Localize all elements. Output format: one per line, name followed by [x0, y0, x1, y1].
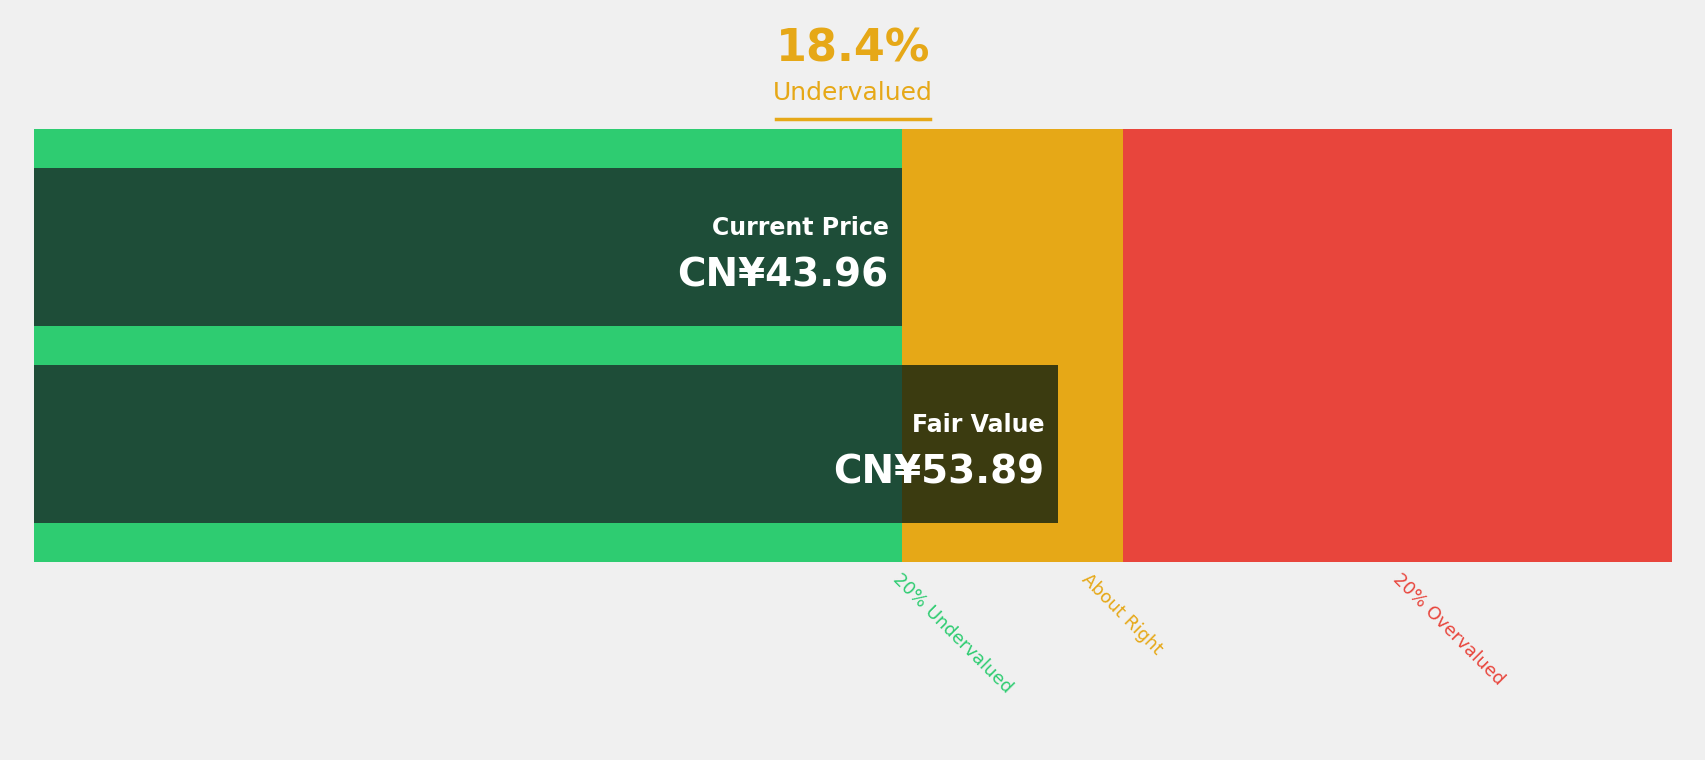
- Bar: [34, 129, 902, 168]
- Text: 20% Overvalued: 20% Overvalued: [1388, 570, 1507, 689]
- Text: Current Price: Current Price: [711, 217, 888, 240]
- Bar: [1122, 129, 1671, 562]
- Text: CN¥53.89: CN¥53.89: [832, 454, 1043, 492]
- Bar: [34, 129, 902, 562]
- Bar: [34, 168, 902, 326]
- Bar: [34, 524, 902, 562]
- Text: Undervalued: Undervalued: [772, 81, 933, 105]
- Text: Fair Value: Fair Value: [910, 413, 1043, 437]
- Bar: [34, 326, 902, 366]
- Text: About Right: About Right: [1078, 570, 1165, 658]
- Bar: [34, 366, 902, 524]
- Text: 18.4%: 18.4%: [776, 27, 929, 71]
- Bar: [902, 366, 1057, 524]
- Text: CN¥43.96: CN¥43.96: [677, 257, 888, 295]
- Text: 20% Undervalued: 20% Undervalued: [888, 570, 1016, 697]
- Bar: [902, 129, 1122, 562]
